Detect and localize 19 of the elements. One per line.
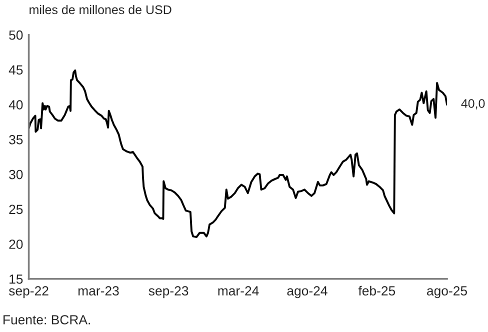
x-tick-label: ago-25 [427, 286, 467, 298]
source-note: Fuente: BCRA. [4, 315, 90, 324]
x-tick-label: ago-24 [287, 286, 328, 298]
y-tick-label: 25 [9, 204, 23, 214]
annotation: 40,0 [461, 99, 485, 110]
x-tick-label: sep-22 [8, 286, 48, 298]
y-tick-label: 40 [8, 100, 23, 110]
y-tick-label: 45 [8, 65, 23, 75]
y-tick-label: 20 [9, 240, 23, 249]
y-tick-label: 35 [9, 135, 23, 144]
x-tick-label: sep-23 [148, 286, 188, 298]
y-tick-label: 15 [10, 274, 23, 284]
y-tick-label: 30 [9, 170, 23, 180]
x-tick-label: mar-23 [78, 286, 119, 296]
x-tick-label: feb-25 [358, 286, 396, 296]
x-tick-label: mar-24 [218, 286, 259, 296]
line-series [28, 69, 448, 238]
y-tick-label: 50 [9, 30, 23, 40]
y-axis-title: miles de millones de USD [30, 4, 172, 14]
